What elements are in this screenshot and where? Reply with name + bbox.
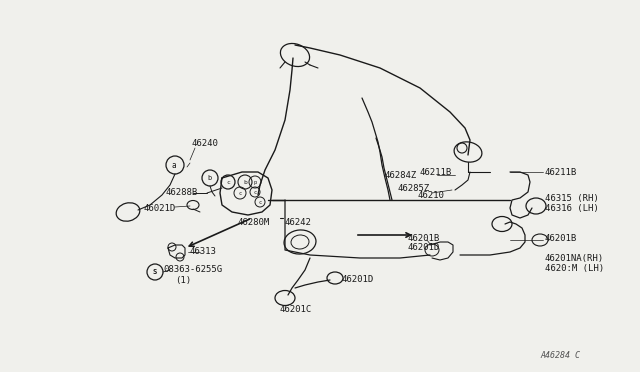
Text: a: a (172, 160, 176, 170)
Text: 08363-6255G: 08363-6255G (163, 266, 222, 275)
Text: b: b (208, 175, 212, 181)
Text: 46201C: 46201C (280, 305, 312, 314)
Text: 46316 (LH): 46316 (LH) (545, 203, 599, 212)
Text: 46242: 46242 (285, 218, 312, 227)
Text: 46315 (RH): 46315 (RH) (545, 193, 599, 202)
Text: A46284 C: A46284 C (540, 350, 580, 359)
Text: 46021D: 46021D (143, 203, 175, 212)
Text: 46288B: 46288B (165, 187, 197, 196)
Text: p: p (253, 180, 257, 185)
Text: 46201B: 46201B (545, 234, 577, 243)
Text: 46285Z: 46285Z (398, 183, 430, 192)
Text: b: b (243, 180, 247, 185)
Text: (1): (1) (175, 276, 191, 285)
Text: 46280M: 46280M (238, 218, 270, 227)
Text: 46201B: 46201B (408, 234, 440, 243)
Text: 46211B: 46211B (545, 167, 577, 176)
Text: 46211B: 46211B (420, 167, 452, 176)
Text: S: S (153, 269, 157, 275)
Text: c: c (259, 199, 262, 205)
Text: c: c (226, 180, 230, 185)
Text: 46240: 46240 (192, 138, 219, 148)
Text: 46313: 46313 (190, 247, 217, 257)
Text: 46201D: 46201D (342, 276, 374, 285)
Text: c: c (238, 190, 242, 196)
Text: 46284Z: 46284Z (385, 170, 417, 180)
Text: c: c (253, 189, 257, 195)
Text: 46210: 46210 (418, 190, 445, 199)
Text: 46201D: 46201D (408, 244, 440, 253)
Text: 46201NA(RH): 46201NA(RH) (545, 253, 604, 263)
Text: 4620:M (LH): 4620:M (LH) (545, 263, 604, 273)
